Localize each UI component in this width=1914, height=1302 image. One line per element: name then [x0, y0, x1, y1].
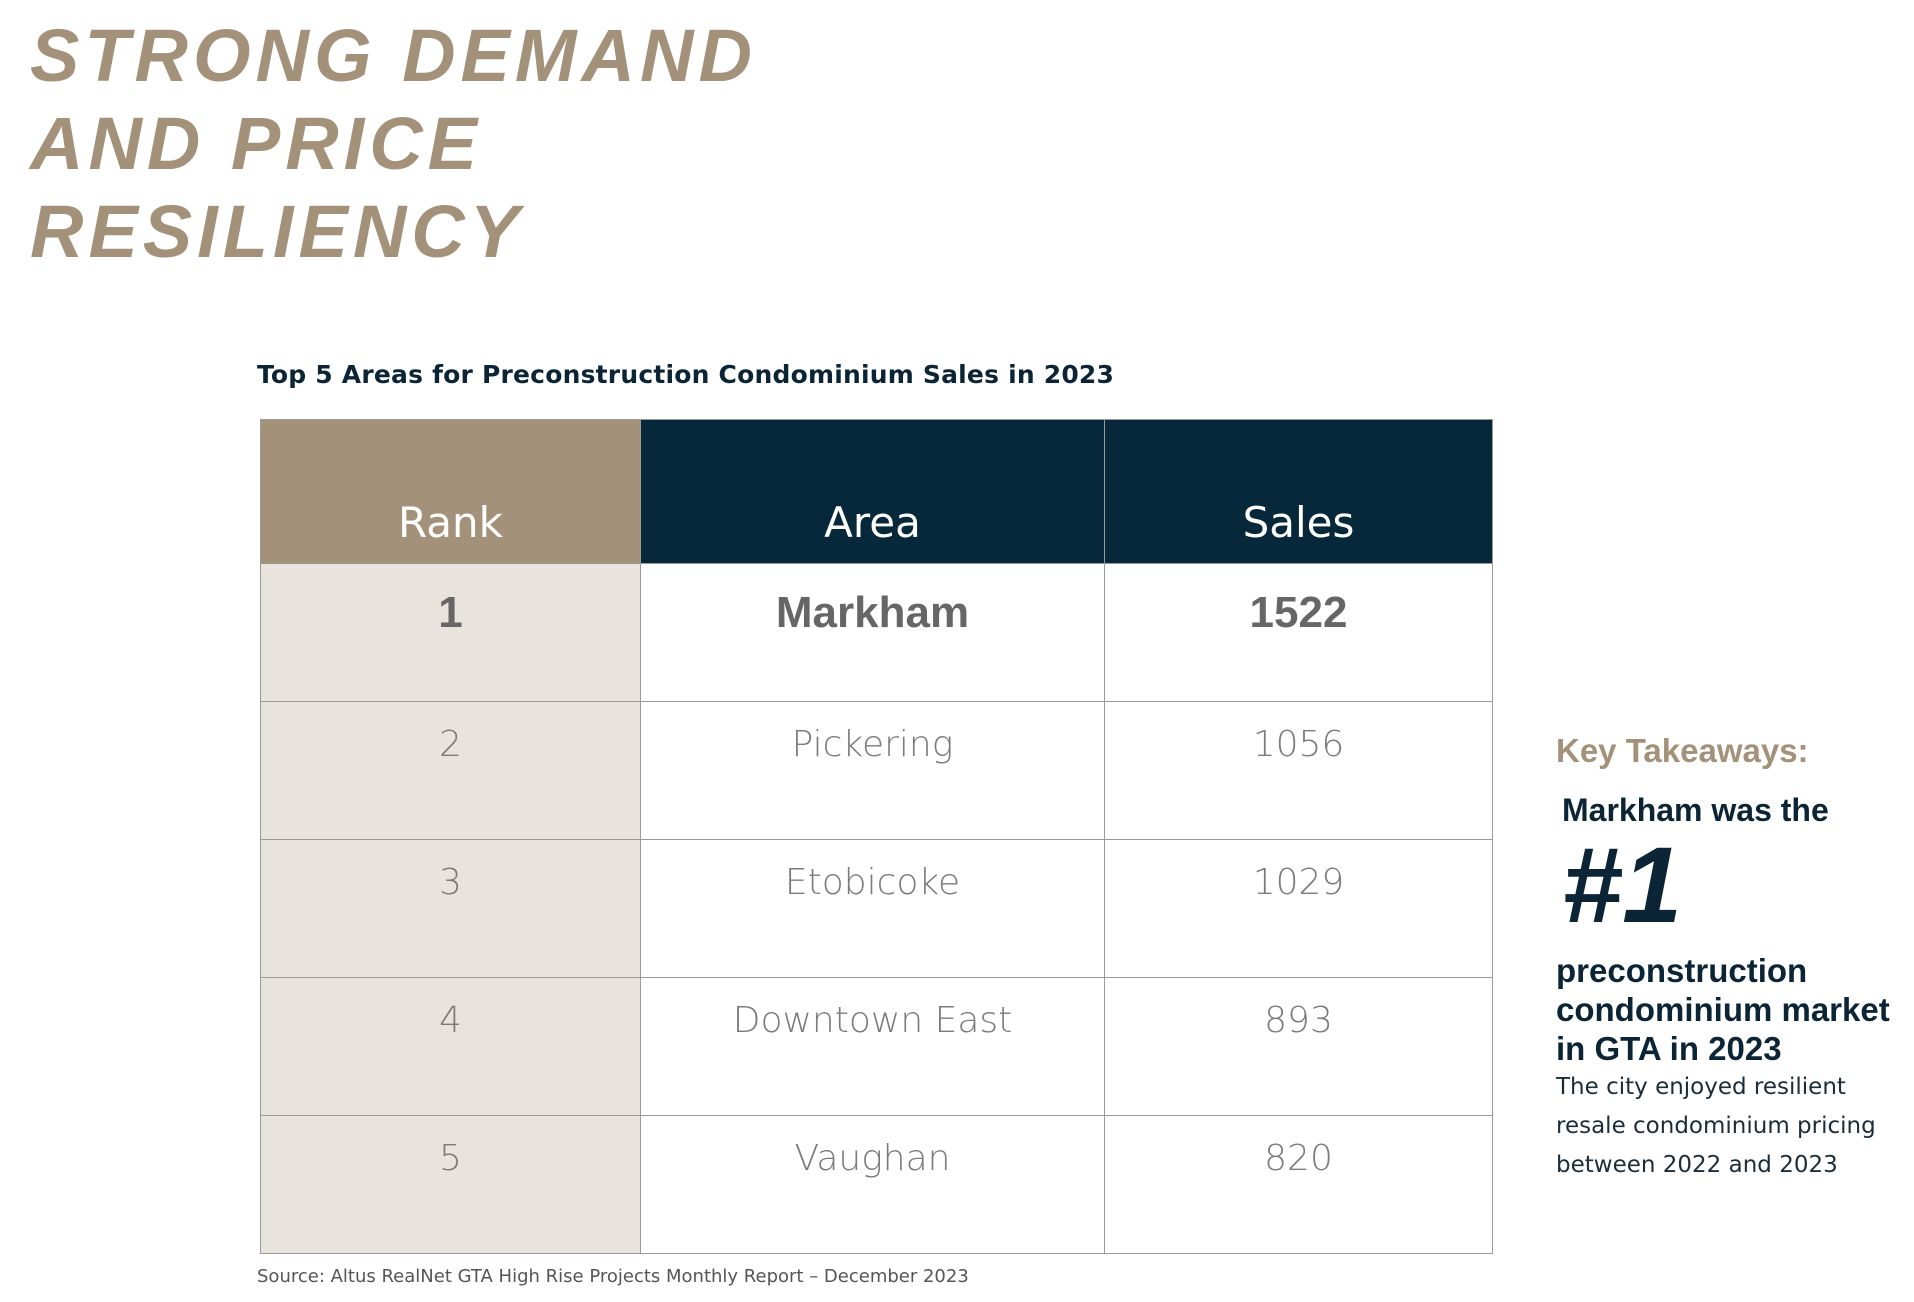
area-cell: Downtown East: [640, 977, 1105, 1116]
key-takeaways-heading: Key Takeaways:: [1556, 732, 1809, 769]
table-row: 1 Markham 1522: [260, 563, 1493, 702]
takeaway-body: The city enjoyed resilient resale condom…: [1556, 1068, 1914, 1185]
table-row: 5 Vaughan 820: [260, 1115, 1493, 1254]
takeaway-subheading: preconstruction condominium market in GT…: [1556, 951, 1914, 1068]
takeaway-rank-number: #1: [1562, 824, 1683, 945]
table-header-row: Rank Area Sales: [260, 419, 1493, 564]
table-row: 4 Downtown East 893: [260, 977, 1493, 1116]
takeaway-subheading-line: in GTA in 2023: [1556, 1030, 1782, 1067]
headline-line: AND PRICE: [30, 102, 483, 185]
takeaway-body-line: resale condominium pricing: [1556, 1113, 1876, 1139]
headline-line: STRONG DEMAND: [30, 14, 757, 97]
rank-cell: 3: [260, 839, 641, 978]
column-header-rank: Rank: [260, 419, 641, 564]
area-cell: Pickering: [640, 701, 1105, 840]
sales-cell: 820: [1104, 1115, 1493, 1254]
rank-cell: 2: [260, 701, 641, 840]
takeaway-subheading-line: preconstruction: [1556, 952, 1808, 989]
area-cell: Vaughan: [640, 1115, 1105, 1254]
column-header-area: Area: [640, 419, 1105, 564]
rank-cell: 5: [260, 1115, 641, 1254]
table-title: Top 5 Areas for Preconstruction Condomin…: [257, 360, 1115, 389]
area-cell: Etobicoke: [640, 839, 1105, 978]
takeaway-body-line: The city enjoyed resilient: [1556, 1074, 1846, 1100]
sales-cell: 1522: [1104, 563, 1493, 702]
rank-cell: 1: [260, 563, 641, 702]
headline: STRONG DEMAND AND PRICE RESILIENCY: [30, 12, 757, 276]
rank-cell: 4: [260, 977, 641, 1116]
takeaway-body-line: between 2022 and 2023: [1556, 1152, 1838, 1178]
column-header-sales: Sales: [1104, 419, 1493, 564]
key-takeaways-panel: Key Takeaways: Markham was the #1 precon…: [1556, 732, 1914, 1185]
table-row: 3 Etobicoke 1029: [260, 839, 1493, 978]
sales-cell: 893: [1104, 977, 1493, 1116]
takeaway-subheading-line: condominium market: [1556, 991, 1890, 1028]
headline-line: RESILIENCY: [30, 190, 525, 273]
takeaway-lead: Markham was the: [1562, 792, 1829, 828]
sales-cell: 1056: [1104, 701, 1493, 840]
table-row: 2 Pickering 1056: [260, 701, 1493, 840]
sales-table: Rank Area Sales 1 Markham 1522 2 Pickeri…: [260, 419, 1493, 1254]
sales-cell: 1029: [1104, 839, 1493, 978]
area-cell: Markham: [640, 563, 1105, 702]
source-note: Source: Altus RealNet GTA High Rise Proj…: [257, 1266, 969, 1287]
